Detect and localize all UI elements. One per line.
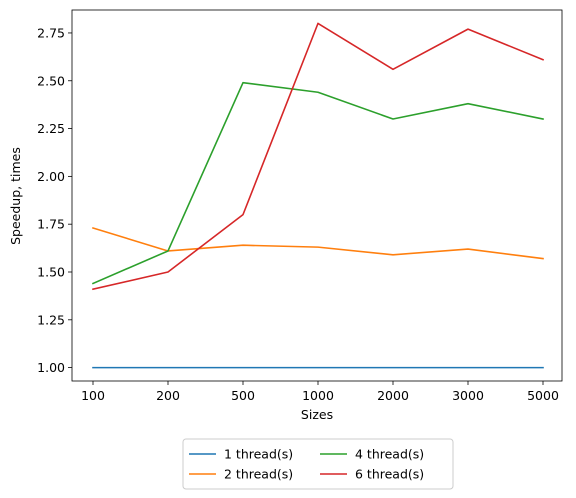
y-tick-label-1.25: 1.25	[37, 312, 65, 327]
legend-label-2: 2 thread(s)	[224, 467, 293, 482]
y-tick-label-2.50: 2.50	[37, 73, 65, 88]
series-layer	[91, 22, 545, 369]
x-tick-label-500: 500	[231, 388, 255, 403]
series-line-3	[91, 81, 544, 285]
x-tick-label-100: 100	[81, 388, 105, 403]
x-axis: 100 200 500 1000 2000 3000 5000	[81, 381, 559, 403]
y-tick-label-1.50: 1.50	[37, 264, 65, 279]
y-axis: 1.00 1.25 1.50 1.75 2.00 2.25 2.50 2.75	[37, 25, 72, 375]
y-tick-label-2.75: 2.75	[37, 25, 65, 40]
y-tick-label-1.75: 1.75	[37, 217, 65, 232]
legend: 1 thread(s) 2 thread(s) 4 thread(s) 6 threa…	[182, 438, 454, 490]
legend-label-4: 6 thread(s)	[355, 467, 424, 482]
x-tick-label-2000: 2000	[377, 388, 409, 403]
legend-label-3: 4 thread(s)	[355, 447, 424, 462]
y-axis-title: Speedup, times	[8, 147, 23, 245]
legend-frame	[182, 438, 454, 490]
x-axis-title: Sizes	[301, 407, 333, 422]
x-tick-label-5000: 5000	[527, 388, 559, 403]
y-tick-label-2.25: 2.25	[37, 121, 65, 136]
legend-label-1: 1 thread(s)	[224, 447, 293, 462]
series-line-4	[92, 22, 545, 291]
plot-frame	[71, 9, 563, 382]
y-tick-label-2.00: 2.00	[37, 169, 65, 184]
y-tick-label-1.00: 1.00	[37, 360, 65, 375]
x-tick-label-1000: 1000	[302, 388, 334, 403]
x-tick-label-200: 200	[156, 388, 180, 403]
x-tick-label-3000: 3000	[452, 388, 484, 403]
